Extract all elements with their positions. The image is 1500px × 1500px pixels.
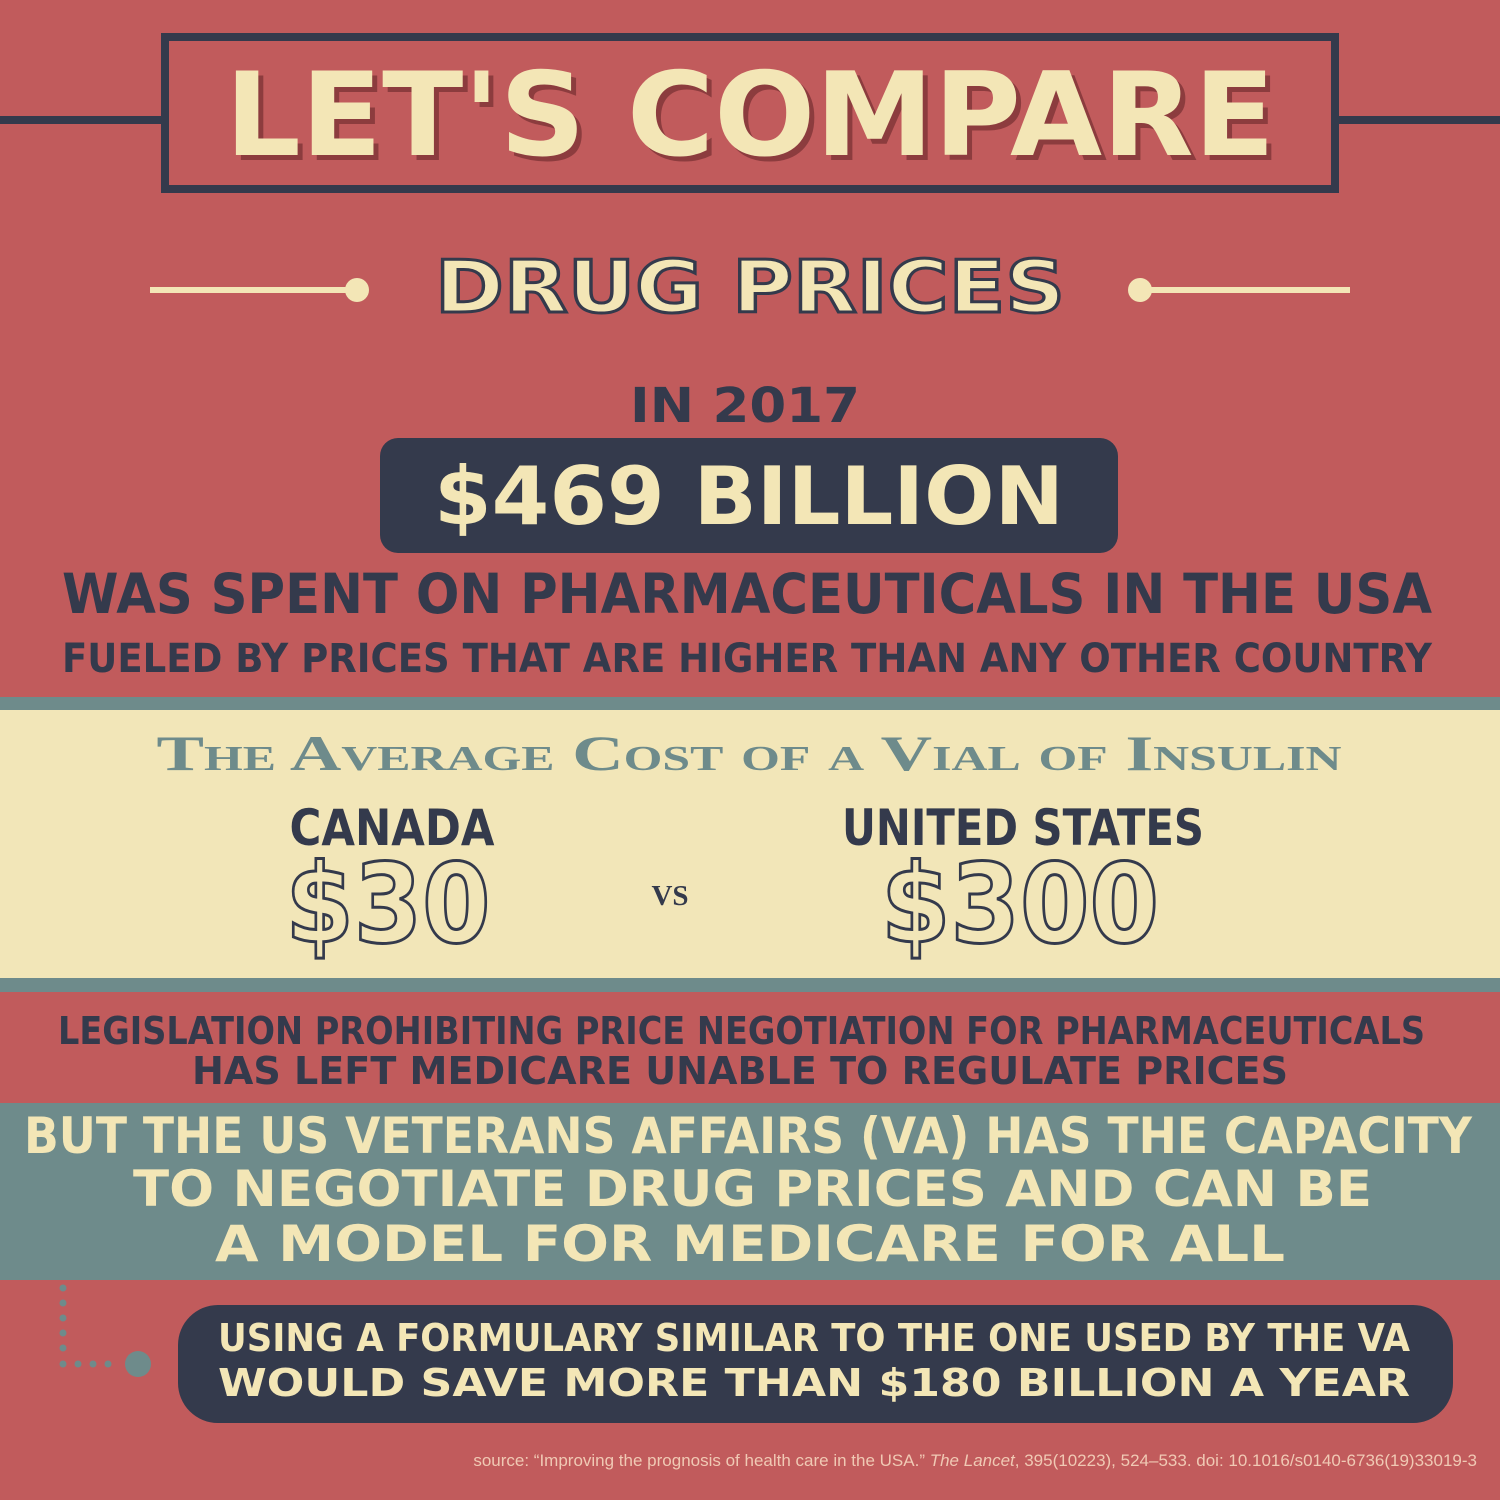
source-text: , 395(10223), 524–533. doi: 10.1016/s014… [1015,1451,1477,1470]
formulary-box [178,1305,1453,1423]
stripe [0,978,1500,992]
subtitle: DRUG PRICES [435,245,1065,329]
formulary-line: WOULD SAVE MORE THAN $180 BILLION A YEAR [218,1361,1410,1405]
title-frame [161,33,1339,193]
price: $300 [881,840,1159,968]
year-label: IN 2017 [630,378,860,434]
source: source: “Improving the prognosis of heal… [473,1451,1477,1470]
statement: FUELED BY PRICES THAT ARE HIGHER THAN AN… [62,636,1433,682]
dot [345,278,369,302]
stripe [0,697,1500,710]
amount-box [380,438,1118,553]
country: CANADA [290,799,495,857]
legislation-line: LEGISLATION PROHIBITING PRICE NEGOTIATIO… [58,1009,1425,1053]
country: UNITED STATES [842,799,1204,857]
source-journal: The Lancet [930,1451,1016,1470]
separator: vs [651,869,688,915]
va-line: TO NEGOTIATE DRUG PRICES AND CAN BE [133,1160,1372,1218]
title: LET'S COMPARE [225,48,1275,183]
formulary-line: USING A FORMULARY SIMILAR TO THE ONE USE… [218,1316,1411,1360]
amount: $469 BILLION [434,450,1064,543]
va-band [0,1103,1500,1280]
price: $30 [286,840,491,968]
va-line: A MODEL FOR MEDICARE FOR ALL [215,1215,1285,1273]
insulin-band [0,710,1500,978]
source-text: source: “Improving the prognosis of heal… [473,1451,929,1470]
va-line: BUT THE US VETERANS AFFAIRS (VA) HAS THE… [24,1107,1473,1165]
connector [59,1284,151,1377]
statement: WAS SPENT ON PHARMACEUTICALS IN THE USA [62,562,1432,626]
legislation-line: HAS LEFT MEDICARE UNABLE TO REGULATE PRI… [192,1049,1288,1093]
insulin-title: The Average Cost of a Vial of Insulin [157,725,1342,781]
